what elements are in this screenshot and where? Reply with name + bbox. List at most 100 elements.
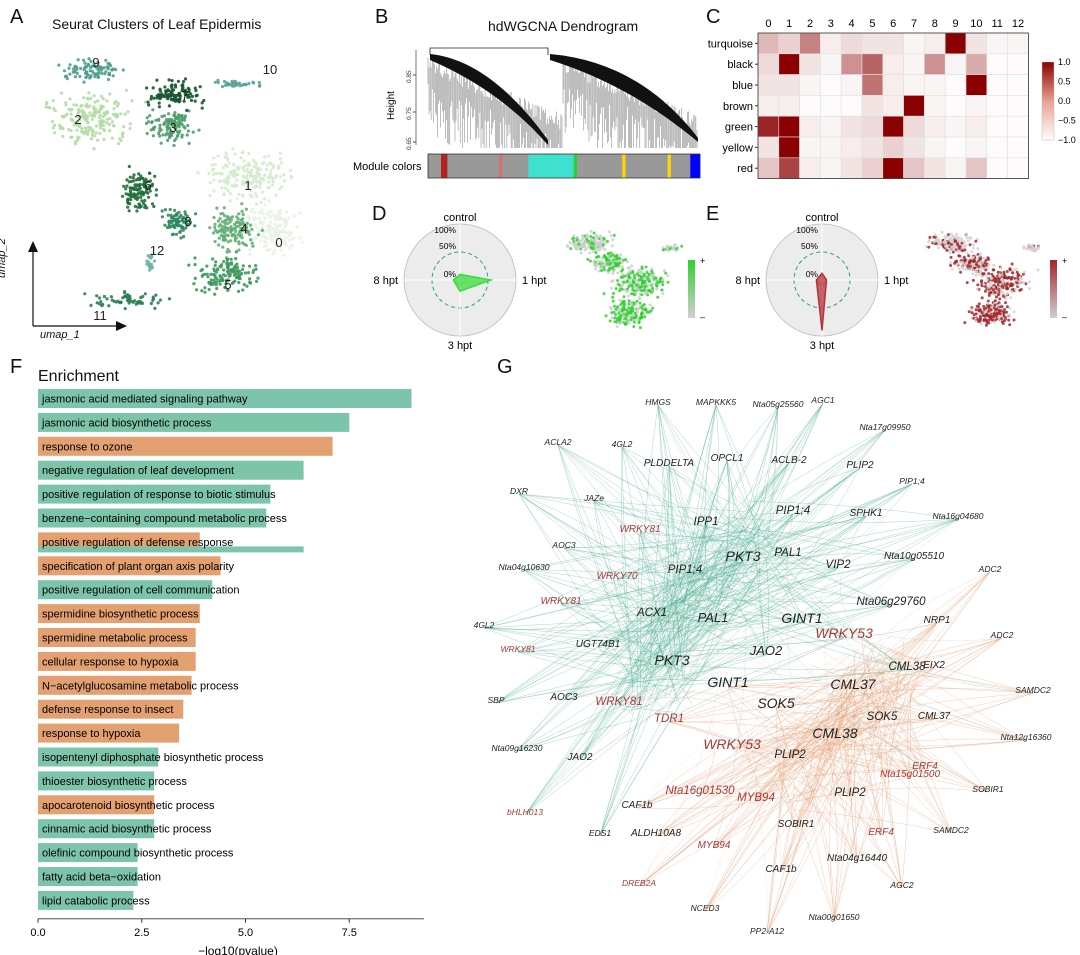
umap-cell [193,276,197,280]
network-edge [850,714,858,862]
heatmap-cell [820,95,842,117]
heatmap-cell [944,157,967,179]
heatmap-cell [840,136,863,159]
heatmap-cell [882,157,904,179]
umap-cell [150,120,154,125]
umap-cell [88,111,92,115]
network-edge [495,670,630,704]
heatmap-cell [924,157,946,179]
umap-cell [167,93,171,97]
umap-cell [148,268,152,272]
feature-cell [634,302,638,306]
network-edge [523,569,892,629]
umap-cell [71,70,75,74]
enrichment-bar [38,747,159,767]
umap-cell [151,134,155,138]
umap-cluster-label: 4 [240,221,247,236]
feature-cell [964,261,968,265]
umap-cell [258,83,262,87]
umap-cell [216,219,220,223]
umap-cell [179,115,184,120]
network-edge [524,562,750,816]
feature-cell [608,319,612,323]
network-gene-label: Nta15g01500 [880,769,940,780]
network-edge [834,714,989,793]
feature-cell [957,239,961,243]
umap-cell [127,299,131,303]
feature-cell [986,256,990,260]
feature-cell [1005,310,1008,314]
umap-cell [235,220,239,225]
umap-cell [271,226,276,230]
umap-cell [237,230,241,234]
umap-cell [128,126,132,131]
feature-cell [613,304,616,308]
enrichment-xlabel: −log10(pvalue) [198,944,278,955]
feature-cell [632,316,636,320]
umap-cell [226,257,230,261]
feature-cell [990,276,994,280]
enrichment-bar [38,460,304,480]
heatmap-cell [944,136,967,159]
umap-cell [263,197,267,201]
feature-cell [997,315,1001,319]
umap-cell [193,86,197,90]
umap-cell [178,94,182,98]
umap-cell [69,135,73,139]
radar-axis-label: 3 hpt [448,340,472,352]
feature-cell [1010,290,1014,294]
feature-cell [627,321,631,325]
umap-cell [271,183,275,187]
network-edge [638,710,817,887]
feature-cell [614,255,618,259]
enrichment-term-label: spermidine biosynthetic process [42,609,199,621]
enrichment-bar [38,628,196,647]
feature-cell [949,232,953,236]
umap-cell [241,175,245,179]
network-gene-label: Nta04g16440 [827,853,887,864]
feature-cell [602,292,606,296]
network-gene-label: MYB94 [698,840,731,851]
network-edge [669,567,839,639]
network-edge [524,582,692,816]
feature-cell [974,312,978,316]
umap-cell [164,89,168,93]
umap-cell [186,123,190,128]
network-edge [706,536,908,671]
umap-cell [152,259,156,263]
network-edge [557,444,724,596]
umap-cell [157,93,161,97]
module-colors-border [427,153,701,179]
umap-cell [167,104,171,108]
network-edge [621,446,701,608]
network-gene-label: ALDH10A8 [630,828,681,839]
enrichment-x-tick-label: 0.0 [30,927,45,939]
umap-cell [128,294,132,298]
network-gene-label: HMGS [645,397,671,407]
enrichment-bar [38,580,213,600]
umap-cell [127,180,131,184]
feature-cell [996,304,1000,308]
feature-cell [614,313,618,316]
feature-cell [610,244,614,248]
network-edge [643,555,789,655]
feature-cell [653,279,657,283]
umap-cell [72,123,76,127]
feature-cell [958,244,962,248]
feature-cell [597,269,601,273]
umap-cell [84,65,88,69]
network-edge [685,622,803,682]
network-edge [772,692,1034,750]
umap-cell [214,283,218,287]
umap-cell [213,80,217,84]
umap-cell [145,206,149,210]
umap-cell [175,124,179,128]
umap-cell [237,242,241,246]
umap-cell [187,141,191,145]
umap-cell [263,203,267,207]
network-edge [901,692,912,889]
feature-cell [639,271,643,274]
network-edge [657,404,709,582]
heatmap-cell [1007,157,1029,179]
feature-cell [644,265,648,269]
